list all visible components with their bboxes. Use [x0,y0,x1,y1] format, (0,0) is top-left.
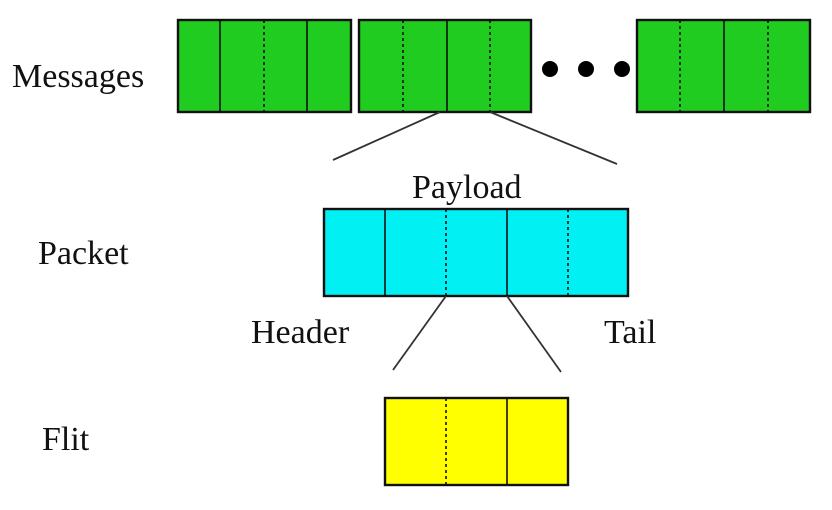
packet-label: Packet [38,235,129,272]
ellipsis-dots [542,61,630,77]
flit-block [383,396,570,487]
header-label: Header [251,314,350,351]
packet-to-flit-connector-left [392,295,447,371]
flit-block-body [383,396,570,487]
message-block-1-body [176,18,353,114]
ellipsis-dot-1 [542,61,558,77]
ellipsis-dot-3 [614,61,630,77]
message-block-2-body [357,18,533,114]
message-to-packet-connector-left [332,111,441,161]
payload-label: Payload [412,169,522,206]
packet-block [322,207,630,298]
message-to-packet-connector-right [489,111,618,165]
message-block-2 [357,18,533,114]
tail-label: Tail [604,314,656,351]
messages-label: Messages [12,58,144,95]
ellipsis-dot-2 [578,61,594,77]
packet-block-body [322,207,630,298]
message-block-1 [176,18,353,114]
packet-to-flit-connector-right [506,295,562,373]
message-block-3 [635,18,812,114]
flit-label: Flit [42,421,90,458]
